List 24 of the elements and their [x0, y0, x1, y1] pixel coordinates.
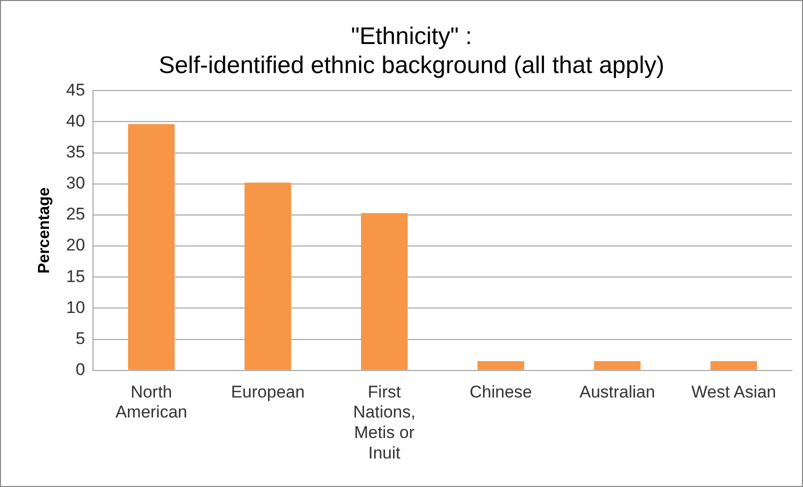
bar — [478, 361, 524, 370]
y-tick-label: 25 — [66, 204, 86, 224]
x-tick-label: European — [230, 382, 305, 402]
x-tick-label: Australian — [579, 382, 656, 402]
bar — [710, 361, 758, 370]
y-tick-label: 10 — [66, 298, 86, 317]
x-tick-label: Chinese — [470, 382, 532, 402]
y-tick-label: 35 — [66, 142, 86, 162]
x-tick-label: North American — [115, 382, 188, 422]
x-tick-label: First Nations, Metis or Inuit — [353, 382, 416, 462]
chart-title: "Ethnicity" : Self-identified ethnic background (all that apply) — [158, 23, 664, 79]
bar — [594, 361, 641, 370]
y-tick-label: 40 — [66, 111, 86, 130]
bar — [244, 182, 292, 370]
y-axis-title: Percentage — [36, 187, 54, 274]
bar — [361, 213, 408, 370]
x-tick-label: West Asian — [691, 382, 776, 402]
y-tick-label: 5 — [76, 329, 86, 348]
y-tick-label: 45 — [66, 80, 86, 100]
y-tick-label: 30 — [66, 174, 86, 193]
y-tick-label: 0 — [76, 360, 86, 380]
y-tick-label: 20 — [66, 236, 86, 255]
y-tick-label: 15 — [66, 266, 86, 286]
bar — [128, 124, 175, 370]
